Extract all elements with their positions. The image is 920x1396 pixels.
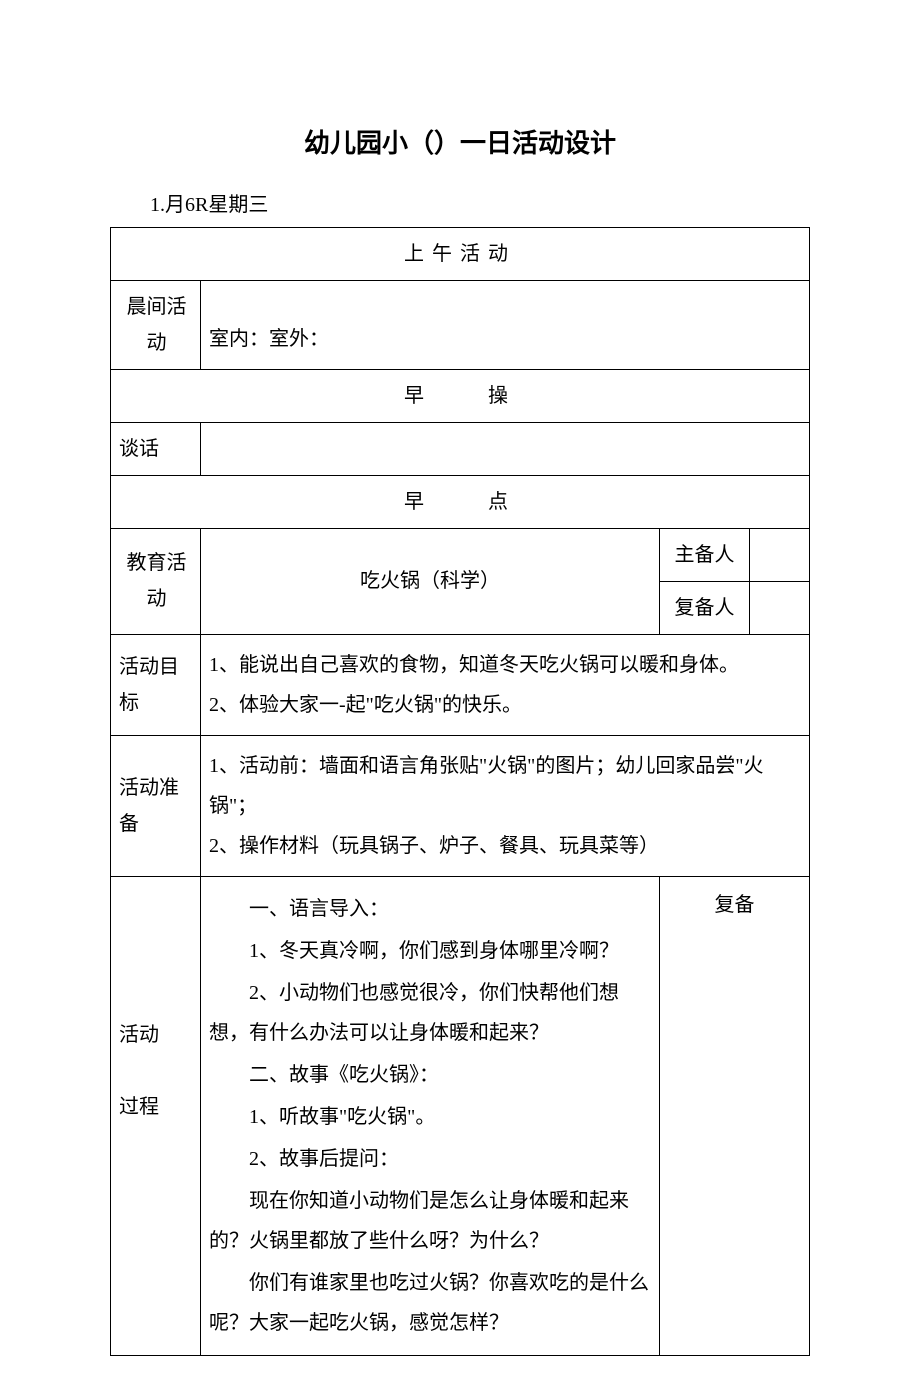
prep-row: 活动准备 1、活动前：墙面和语言角张贴"火锅"的图片；幼儿回家品尝"火锅"； 2…: [111, 735, 810, 876]
sub-prep-value: [750, 581, 810, 634]
process-line: 1、听故事"吃火锅"。: [209, 1097, 651, 1137]
goal-label: 活动目标: [111, 634, 201, 735]
prep-label: 活动准备: [111, 735, 201, 876]
main-prep-value: [750, 528, 810, 581]
process-line: 你们有谁家里也吃过火锅？你喜欢吃的是什么呢？大家一起吃火锅，感觉怎样？: [209, 1263, 651, 1343]
edu-activity-label: 教育活动: [111, 528, 201, 634]
morning-snack: 早 点: [111, 475, 810, 528]
process-content: 一、语言导入： 1、冬天真冷啊，你们感到身体哪里冷啊？ 2、小动物们也感觉很冷，…: [201, 876, 660, 1355]
morning-exercise: 早 操: [111, 369, 810, 422]
page-title: 幼儿园小（）一日活动设计: [110, 120, 810, 167]
morning-snack-row: 早 点: [111, 475, 810, 528]
edu-activity-row-1: 教育活动 吃火锅（科学） 主备人: [111, 528, 810, 581]
goal-row: 活动目标 1、能说出自己喜欢的食物，知道冬天吃火锅可以暖和身体。 2、体验大家一…: [111, 634, 810, 735]
morning-activity-row: 晨间活动 室内：室外：: [111, 280, 810, 369]
talk-label: 谈话: [111, 422, 201, 475]
date-line: 1.月6R星期三: [110, 187, 810, 223]
morning-activity-label: 晨间活动: [111, 280, 201, 369]
prep-content: 1、活动前：墙面和语言角张贴"火锅"的图片；幼儿回家品尝"火锅"； 2、操作材料…: [201, 735, 810, 876]
goal-content: 1、能说出自己喜欢的食物，知道冬天吃火锅可以暖和身体。 2、体验大家一-起"吃火…: [201, 634, 810, 735]
fubei-label: 复备: [660, 876, 810, 1355]
morning-header: 上午活动: [111, 227, 810, 280]
morning-activity-content: 室内：室外：: [201, 280, 810, 369]
morning-exercise-row: 早 操: [111, 369, 810, 422]
process-line: 现在你知道小动物们是怎么让身体暖和起来的？火锅里都放了些什么呀？为什么？: [209, 1181, 651, 1261]
talk-row: 谈话: [111, 422, 810, 475]
process-line: 2、故事后提问：: [209, 1139, 651, 1179]
morning-header-row: 上午活动: [111, 227, 810, 280]
sub-prep-label: 复备人: [660, 581, 750, 634]
process-line: 1、冬天真冷啊，你们感到身体哪里冷啊？: [209, 931, 651, 971]
process-line: 二、故事《吃火锅》：: [209, 1055, 651, 1095]
process-row: 活动 过程 一、语言导入： 1、冬天真冷啊，你们感到身体哪里冷啊？ 2、小动物们…: [111, 876, 810, 1355]
process-line: 一、语言导入：: [209, 889, 651, 929]
talk-content: [201, 422, 810, 475]
schedule-table: 上午活动 晨间活动 室内：室外： 早 操 谈话 早 点 教育活动 吃火锅（科学）…: [110, 227, 810, 1356]
process-line: 2、小动物们也感觉很冷，你们快帮他们想想，有什么办法可以让身体暖和起来？: [209, 973, 651, 1053]
process-label: 活动 过程: [111, 876, 201, 1355]
edu-activity-content: 吃火锅（科学）: [201, 528, 660, 634]
main-prep-label: 主备人: [660, 528, 750, 581]
